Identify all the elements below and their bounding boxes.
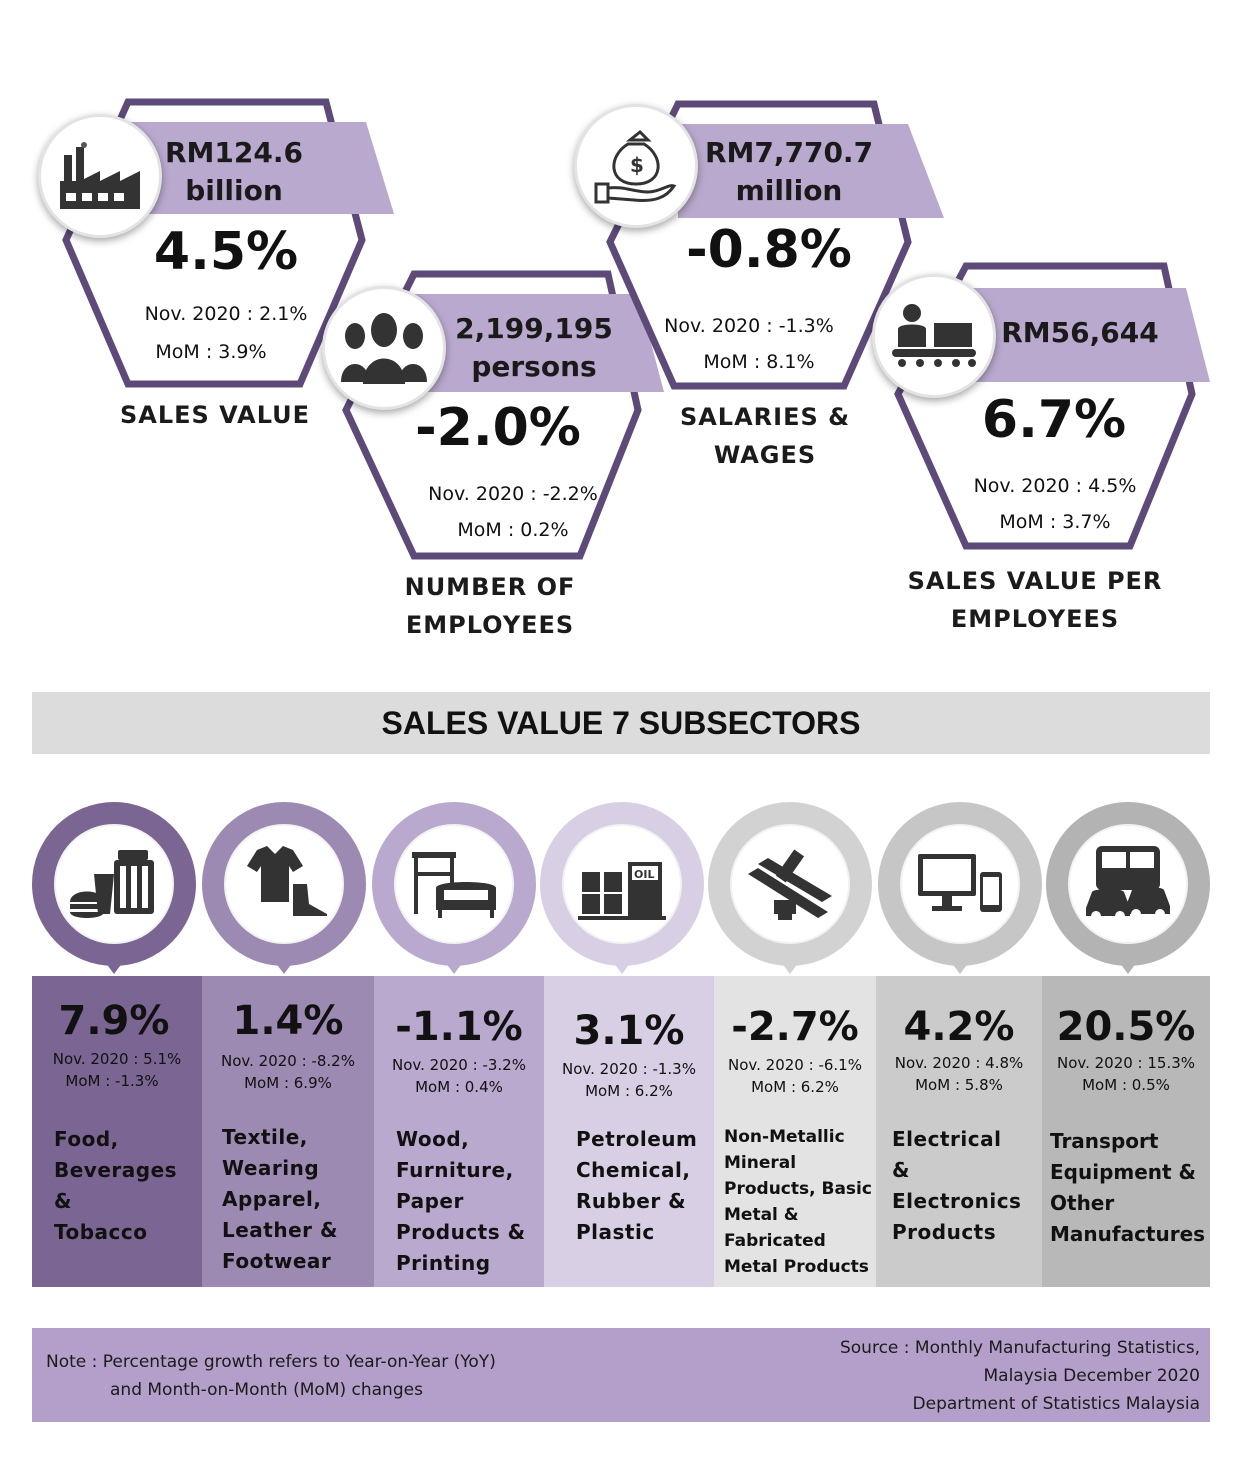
- kpi-label-sales-value: SALES VALUE: [119, 401, 311, 429]
- subsector-percentage: -1.1%: [395, 1004, 523, 1050]
- subsector-mom: MoM : -1.3%: [65, 1072, 159, 1090]
- pin-transport: [1046, 802, 1210, 974]
- subsector-name: Non-Metallic Mineral Products, Basic Metal …: [724, 1127, 872, 1277]
- subsector-nov-2020: Nov. 2020 : -3.2%: [392, 1056, 526, 1074]
- subsector-nov-2020: Nov. 2020 : -1.3%: [562, 1060, 696, 1078]
- kpi-employees: 2,199,195 persons -2.0% Nov. 2020 : -2.2%…: [318, 270, 664, 570]
- subsector-percentage: 20.5%: [1056, 1004, 1196, 1050]
- section-title: SALES VALUE 7 SUBSECTORS: [381, 705, 861, 741]
- footer-source: Source : Monthly Manufacturing Statistic…: [839, 1338, 1200, 1414]
- subsector-petroleum: 3.1% Nov. 2020 : -1.3% MoM : 6.2% Petrol…: [544, 976, 714, 1287]
- subsector-textile: 1.4% Nov. 2020 : -8.2% MoM : 6.9% Textil…: [202, 976, 374, 1287]
- pin-food: [32, 802, 196, 974]
- kpi-nov-2020: Nov. 2020 : 2.1%: [144, 303, 308, 325]
- oil-barrels-icon: OIL: [578, 862, 666, 920]
- subsector-electronics: 4.2% Nov. 2020 : 4.8% MoM : 5.8% Electri…: [876, 976, 1042, 1287]
- kpi-mom: MoM : 8.1%: [703, 351, 815, 373]
- kpi-sales-per-employee: RM56,644 6.7% Nov. 2020 : 4.5% MoM : 3.7…: [870, 262, 1210, 562]
- subsector-nov-2020: Nov. 2020 : -6.1%: [728, 1056, 862, 1074]
- vehicles-icon: [1086, 846, 1170, 921]
- pin-electronics: [878, 802, 1042, 974]
- svg-text:$: $: [630, 153, 644, 177]
- kpi-mom: MoM : 3.9%: [155, 341, 267, 363]
- subsector-mom: MoM : 6.2%: [585, 1082, 673, 1100]
- subsector-name: Transport Equipment & Other Manufactures: [1050, 1129, 1206, 1246]
- factory-badge: [38, 114, 162, 238]
- kpi-percentage: 4.5%: [153, 222, 299, 282]
- people-badge: [322, 286, 446, 410]
- kpi-label-employees: NUMBER OF EMPLOYEES: [404, 573, 576, 639]
- section-title-bar: SALES VALUE 7 SUBSECTORS: [32, 692, 1210, 754]
- subsector-mom: MoM : 5.8%: [915, 1076, 1003, 1094]
- footer-note: Note : Percentage growth refers to Year-…: [46, 1352, 496, 1400]
- kpi-percentage: 6.7%: [981, 390, 1127, 450]
- people-icon: [341, 313, 427, 384]
- subsector-food: 7.9% Nov. 2020 : 5.1% MoM : -1.3% Food, B…: [32, 976, 202, 1287]
- subsector-nov-2020: Nov. 2020 : -8.2%: [221, 1052, 355, 1070]
- furniture-icon: [412, 852, 496, 918]
- subsector-percentage: -2.7%: [731, 1004, 859, 1050]
- kpi-percentage: -0.8%: [686, 220, 852, 280]
- subsector-name: Wood, Furniture, Paper Products & Printing: [396, 1127, 526, 1275]
- kpi-sales-value: RM124.6 billion 4.5% Nov. 2020 : 2.1% MoM…: [36, 98, 394, 398]
- kpi-headline: 2,199,195 persons: [455, 312, 613, 383]
- kpi-mom: MoM : 0.2%: [457, 519, 569, 541]
- subsector-mom: MoM : 6.2%: [751, 1078, 839, 1096]
- kpi-salaries-wages: $ RM7,770.7 million -0.8% Nov. 2020 : -1.…: [574, 100, 944, 400]
- worker-badge: [872, 274, 996, 398]
- kpi-label-salaries-wages: SALARIES & WAGES: [679, 403, 851, 469]
- subsector-nov-2020: Nov. 2020 : 5.1%: [52, 1050, 182, 1068]
- subsector-name: Food, Beverages & Tobacco: [54, 1127, 178, 1244]
- money-bag-hand-icon: $: [594, 129, 677, 204]
- kpi-headline: RM124.6 billion: [165, 136, 303, 207]
- factory-icon: [60, 142, 140, 209]
- metal-beams-icon: [748, 849, 832, 920]
- subsector-name: Electrical & Electronics Products: [892, 1127, 1022, 1244]
- kpi-label-sales-per-employee: SALES VALUE PER EMPLOYEES: [907, 567, 1163, 633]
- pin-metal: [708, 802, 872, 974]
- subsector-percentage: 3.1%: [573, 1008, 685, 1054]
- electronics-icon: [918, 854, 1002, 912]
- subsector-mom: MoM : 6.9%: [244, 1074, 332, 1092]
- subsector-mom: MoM : 0.4%: [415, 1078, 503, 1096]
- kpi-headline: RM7,770.7 million: [704, 136, 874, 207]
- subsector-percentage: 1.4%: [232, 998, 344, 1044]
- pin-wood: [372, 802, 536, 974]
- worker-conveyor-icon: [892, 304, 976, 367]
- kpi-percentage: -2.0%: [415, 398, 581, 458]
- kpi-nov-2020: Nov. 2020 : -1.3%: [664, 315, 834, 337]
- subsector-nov-2020: Nov. 2020 : 15.3%: [1056, 1054, 1196, 1072]
- clothing-shoe-icon: [247, 846, 327, 920]
- subsector-name: Petroleum Chemical, Rubber & Plastic: [576, 1127, 698, 1244]
- kpi-headline: RM56,644: [1001, 316, 1159, 349]
- kpi-mom: MoM : 3.7%: [999, 511, 1111, 533]
- subsector-percentage: 7.9%: [58, 998, 170, 1044]
- subsector-mom: MoM : 0.5%: [1082, 1076, 1170, 1094]
- money-bag-badge: $: [574, 104, 698, 228]
- subsector-name: Textile, Wearing Apparel, Leather & Footwear: [222, 1125, 338, 1273]
- food-beverage-icon: [70, 850, 154, 918]
- svg-text:OIL: OIL: [634, 868, 654, 881]
- subsector-nov-2020: Nov. 2020 : 4.8%: [894, 1054, 1024, 1072]
- subsector-metal: -2.7% Nov. 2020 : -6.1% MoM : 6.2% Non-M…: [714, 976, 876, 1287]
- kpi-nov-2020: Nov. 2020 : 4.5%: [973, 475, 1137, 497]
- kpi-nov-2020: Nov. 2020 : -2.2%: [428, 483, 598, 505]
- pin-textile: [202, 802, 366, 974]
- subsector-wood: -1.1% Nov. 2020 : -3.2% MoM : 0.4% Wood,…: [374, 976, 544, 1287]
- subsector-percentage: 4.2%: [903, 1004, 1015, 1050]
- pin-petroleum: OIL: [540, 802, 704, 974]
- footer-bar: Note : Percentage growth refers to Year-…: [32, 1328, 1210, 1422]
- subsector-transport: 20.5% Nov. 2020 : 15.3% MoM : 0.5% Trans…: [1042, 976, 1210, 1287]
